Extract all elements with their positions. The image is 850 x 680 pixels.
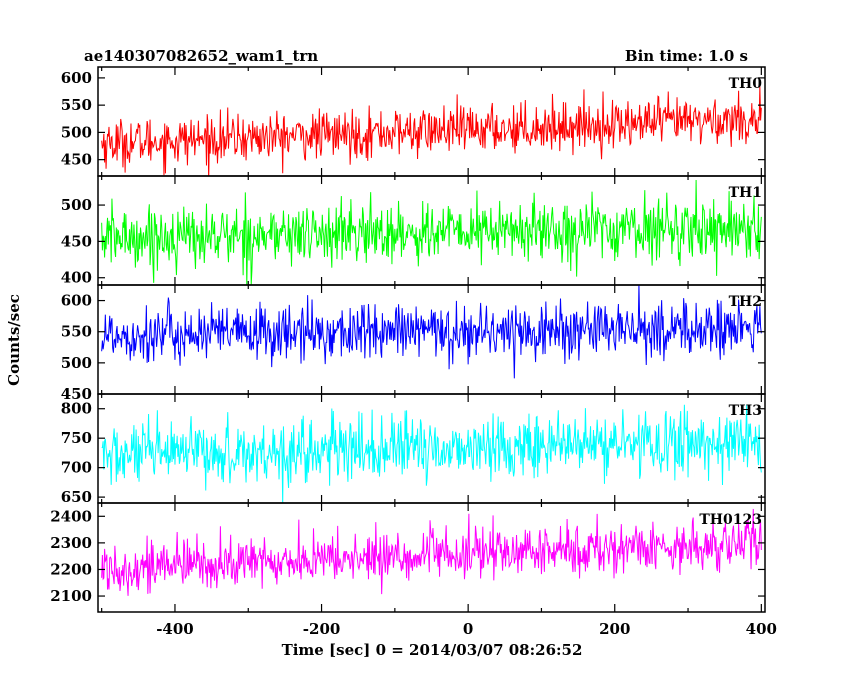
x-tick-label: 200 (599, 620, 630, 638)
x-axis-label: Time [sec] 0 = 2014/03/07 08:26:52 (282, 641, 583, 659)
y-tick-label: 500 (61, 196, 92, 214)
y-tick-label: 450 (61, 151, 92, 169)
x-tick-label: 400 (746, 620, 777, 638)
x-tick-labels: -400 -200 0 200 400 (156, 620, 777, 638)
series-line-th0 (101, 86, 762, 176)
y-tick-label: 2300 (50, 534, 92, 552)
panel-th0123: 2100 2200 2300 2400 TH0123 (50, 502, 766, 613)
x-tick-label: -400 (156, 620, 194, 638)
y-tick-label: 450 (61, 232, 92, 250)
y-tick-label: 500 (61, 123, 92, 141)
series-line-th0123 (101, 508, 762, 596)
y-tick-label: 400 (61, 269, 92, 287)
y-tick-label: 550 (61, 96, 92, 114)
series-label-th0: TH0 (729, 76, 763, 92)
y-tick-label: 600 (61, 69, 92, 87)
y-tick-label: 650 (61, 488, 92, 506)
y-tick-label: 2200 (50, 560, 92, 578)
x-tick-label: -200 (303, 620, 341, 638)
chart-subtitle: Bin time: 1.0 s (625, 47, 748, 65)
panel-th2: 450 500 550 600 TH2 (61, 284, 766, 403)
series-line-th1 (101, 179, 762, 285)
x-tick-label: 0 (463, 620, 473, 638)
series-label-th0123: TH0123 (699, 512, 762, 528)
panel-frame (97, 502, 766, 613)
y-tick-label: 450 (61, 385, 92, 403)
series-label-th2: TH2 (729, 294, 762, 310)
y-tick-label: 750 (61, 429, 92, 447)
y-tick-label: 700 (61, 459, 92, 477)
y-axis-label: Counts/sec (5, 294, 23, 386)
y-tick-label: 2100 (50, 587, 92, 605)
y-tick-label: 800 (61, 400, 92, 418)
series-label-th3: TH3 (729, 403, 762, 419)
series-line-th2 (101, 285, 762, 379)
panels-group: 450 500 550 600 TH0 400 450 500 TH1 450 500 550 600 T… (50, 66, 766, 613)
panel-th0: 450 500 550 600 TH0 (61, 66, 766, 177)
series-label-th1: TH1 (729, 185, 762, 201)
y-tick-label: 2400 (50, 507, 92, 525)
panel-th1: 400 450 500 TH1 (61, 175, 766, 287)
y-tick-label: 600 (61, 292, 92, 310)
y-tick-label: 500 (61, 354, 92, 372)
chart-title: ae140307082652_wam1_trn (84, 47, 318, 65)
series-line-th3 (101, 404, 762, 503)
panel-th3: 650 700 750 800 TH3 (61, 393, 766, 506)
y-tick-label: 550 (61, 323, 92, 341)
